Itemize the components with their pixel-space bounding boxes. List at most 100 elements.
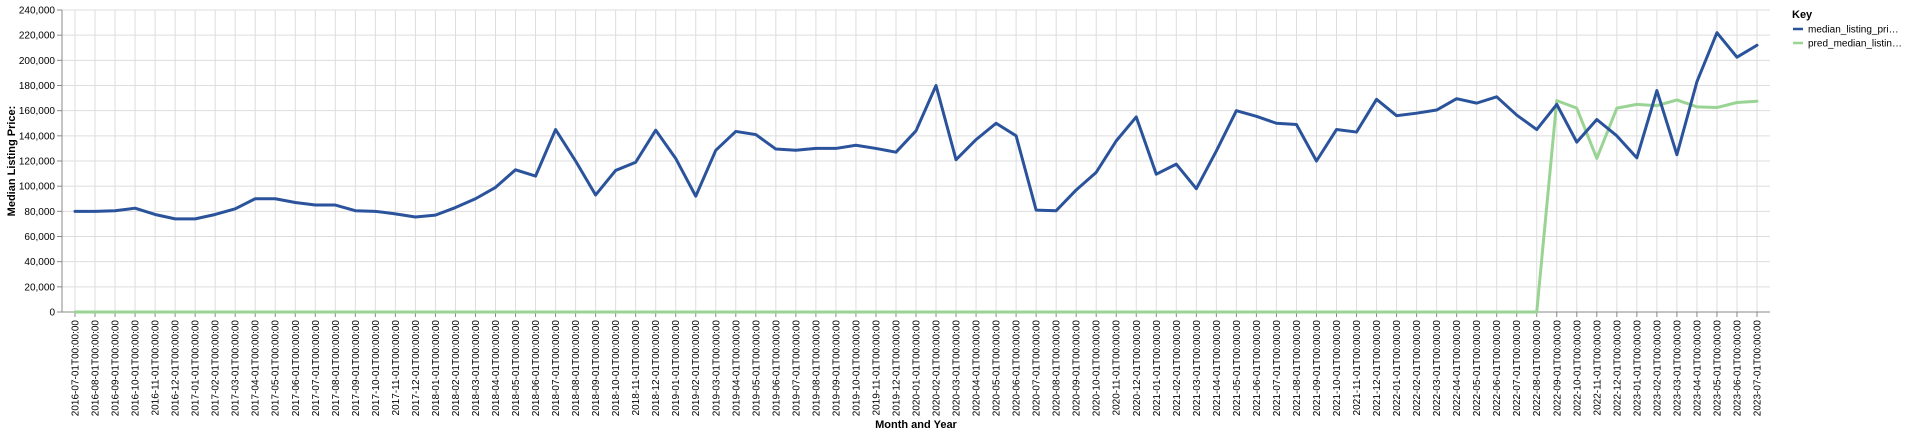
x-tick-label: 2017-05-01T00:00:00: [271, 320, 282, 417]
x-tick-label: 2018-02-01T00:00:00: [451, 320, 462, 417]
x-tick-label: 2023-03-01T00:00:00: [1672, 320, 1683, 417]
x-tick-label: 2022-09-01T00:00:00: [1552, 320, 1563, 417]
x-tick-label: 2016-07-01T00:00:00: [71, 320, 82, 417]
x-tick-label: 2019-06-01T00:00:00: [771, 320, 782, 417]
legend-title: Key: [1792, 9, 1813, 21]
x-tick-label: 2016-08-01T00:00:00: [91, 320, 102, 417]
x-tick-label: 2018-05-01T00:00:00: [511, 320, 522, 417]
x-tick-label: 2023-01-01T00:00:00: [1632, 320, 1643, 417]
x-tick-label: 2022-01-01T00:00:00: [1392, 320, 1403, 417]
x-tick-label: 2022-05-01T00:00:00: [1472, 320, 1483, 417]
x-tick-label: 2016-11-01T00:00:00: [151, 320, 162, 416]
x-tick-label: 2023-02-01T00:00:00: [1652, 320, 1663, 417]
x-tick-label: 2023-04-01T00:00:00: [1692, 320, 1703, 417]
x-tick-label: 2018-01-01T00:00:00: [431, 320, 442, 417]
x-tick-label: 2021-08-01T00:00:00: [1292, 320, 1303, 417]
y-tick-label: 20,000: [24, 282, 55, 293]
x-tick-label: 2017-11-01T00:00:00: [391, 320, 402, 416]
grid: [62, 9, 1770, 313]
x-tick-label: 2019-04-01T00:00:00: [731, 320, 742, 417]
x-tick-label: 2022-06-01T00:00:00: [1492, 320, 1503, 417]
x-tick-label: 2020-10-01T00:00:00: [1092, 320, 1103, 417]
y-tick-label: 160,000: [19, 106, 56, 117]
x-tick-label: 2021-03-01T00:00:00: [1192, 320, 1203, 417]
x-tick-label: 2020-08-01T00:00:00: [1052, 320, 1063, 417]
x-tick-label: 2022-08-01T00:00:00: [1532, 320, 1543, 417]
x-tick-label: 2020-04-01T00:00:00: [972, 320, 983, 417]
x-tick-label: 2020-06-01T00:00:00: [1012, 320, 1023, 417]
series-lines: [73, 31, 1759, 314]
x-tick-label: 2021-07-01T00:00:00: [1272, 320, 1283, 417]
x-tick-label: 2023-06-01T00:00:00: [1732, 320, 1743, 417]
y-tick-label: 140,000: [19, 131, 56, 142]
x-tick-label: 2022-11-01T00:00:00: [1592, 320, 1603, 416]
x-tick-label: 2020-09-01T00:00:00: [1072, 320, 1083, 417]
x-tick-label: 2019-08-01T00:00:00: [811, 320, 822, 417]
x-tick-label: 2018-06-01T00:00:00: [531, 320, 542, 417]
x-tick-label: 2017-10-01T00:00:00: [371, 320, 382, 417]
x-tick-label: 2021-09-01T00:00:00: [1312, 320, 1323, 417]
legend-label: median_listing_pri…: [1808, 25, 1899, 36]
x-tick-label: 2020-02-01T00:00:00: [932, 320, 943, 417]
x-tick-label: 2017-07-01T00:00:00: [311, 320, 322, 417]
x-tick-label: 2018-11-01T00:00:00: [631, 320, 642, 416]
y-tick-label: 100,000: [19, 182, 56, 193]
y-tick-label: 40,000: [24, 257, 55, 268]
x-tick-label: 2016-09-01T00:00:00: [111, 320, 122, 417]
x-tick-label: 2016-10-01T00:00:00: [131, 320, 142, 417]
legend: Key median_listing_pri… pred_median_listi…: [1792, 9, 1902, 50]
x-tick-label: 2019-11-01T00:00:00: [871, 320, 882, 416]
x-tick-label: 2021-01-01T00:00:00: [1152, 320, 1163, 417]
x-tick-label: 2020-03-01T00:00:00: [952, 320, 963, 417]
x-tick-label: 2022-02-01T00:00:00: [1412, 320, 1423, 417]
x-tick-label: 2021-04-01T00:00:00: [1212, 320, 1223, 417]
x-tick-label: 2018-08-01T00:00:00: [571, 320, 582, 417]
x-tick-label: 2022-07-01T00:00:00: [1512, 320, 1523, 417]
x-tick-label: 2021-05-01T00:00:00: [1232, 320, 1243, 417]
legend-label: pred_median_listin…: [1808, 39, 1902, 50]
y-tick-label: 220,000: [19, 31, 56, 42]
x-tick-label: 2019-01-01T00:00:00: [671, 320, 682, 417]
series-line: [73, 31, 1759, 221]
x-tick-label: 2019-10-01T00:00:00: [851, 320, 862, 417]
y-tick-label: 120,000: [19, 157, 56, 168]
x-tick-label: 2021-06-01T00:00:00: [1252, 320, 1263, 417]
x-tick-label: 2017-09-01T00:00:00: [351, 320, 362, 417]
x-tick-label: 2016-12-01T00:00:00: [171, 320, 182, 417]
x-tick-label: 2019-05-01T00:00:00: [751, 320, 762, 417]
x-tick-label: 2018-03-01T00:00:00: [471, 320, 482, 417]
x-tick-label: 2020-07-01T00:00:00: [1032, 320, 1043, 417]
x-tick-label: 2018-10-01T00:00:00: [611, 320, 622, 417]
x-tick-label: 2018-04-01T00:00:00: [491, 320, 502, 417]
x-tick-label: 2019-09-01T00:00:00: [831, 320, 842, 417]
axes: 0 20,000 40,000 60,000 80,000 100,000 120,000 1…: [19, 6, 1770, 417]
x-tick-label: 2018-09-01T00:00:00: [591, 320, 602, 417]
x-tick-label: 2017-08-01T00:00:00: [331, 320, 342, 417]
x-tick-label: 2017-01-01T00:00:00: [191, 320, 202, 417]
x-tick-label: 2019-12-01T00:00:00: [891, 320, 902, 417]
x-tick-label: 2017-03-01T00:00:00: [231, 320, 242, 417]
x-tick-label: 2019-07-01T00:00:00: [791, 320, 802, 417]
x-tick-label: 2022-12-01T00:00:00: [1612, 320, 1623, 417]
legend-items: median_listing_pri… pred_median_listin…: [1793, 25, 1902, 50]
x-tick-label: 2021-10-01T00:00:00: [1332, 320, 1343, 417]
y-tick-label: 240,000: [19, 6, 56, 17]
x-tick-label: 2022-04-01T00:00:00: [1452, 320, 1463, 417]
x-tick-label: 2020-11-01T00:00:00: [1112, 320, 1123, 416]
y-tick-label: 0: [49, 308, 55, 319]
y-tick-label: 80,000: [24, 207, 55, 218]
x-tick-label: 2019-03-01T00:00:00: [711, 320, 722, 417]
x-tick-label: 2022-10-01T00:00:00: [1572, 320, 1583, 417]
x-tick-label: 2017-12-01T00:00:00: [411, 320, 422, 417]
x-tick-label: 2022-03-01T00:00:00: [1432, 320, 1443, 417]
y-tick-label: 180,000: [19, 81, 56, 92]
x-tick-label: 2018-12-01T00:00:00: [651, 320, 662, 417]
x-tick-label: 2023-07-01T00:00:00: [1753, 320, 1764, 417]
y-tick-label: 60,000: [24, 232, 55, 243]
x-tick-label: 2017-02-01T00:00:00: [211, 320, 222, 417]
x-tick-label: 2021-11-01T00:00:00: [1352, 320, 1363, 416]
x-tick-label: 2017-04-01T00:00:00: [251, 320, 262, 417]
x-tick-label: 2019-02-01T00:00:00: [691, 320, 702, 417]
x-tick-label: 2021-12-01T00:00:00: [1372, 320, 1383, 417]
